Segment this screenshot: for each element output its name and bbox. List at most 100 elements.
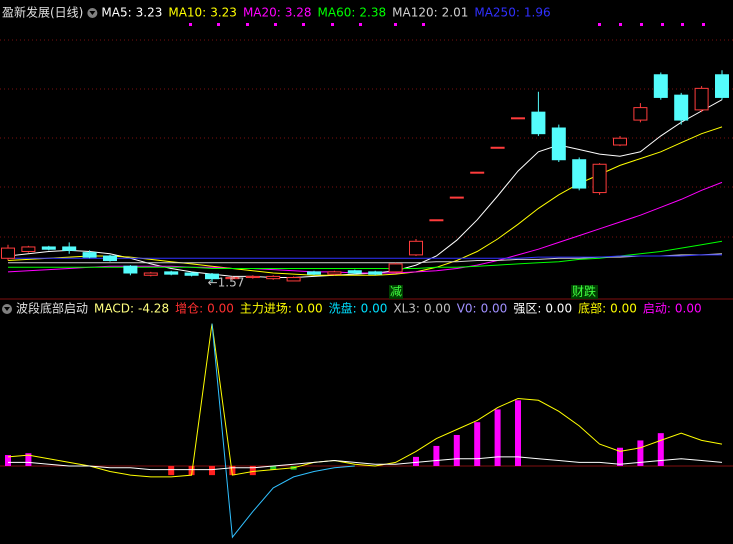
- indicator-bar: [515, 400, 521, 466]
- legend-name: MA250:: [474, 6, 520, 20]
- candle-body: [347, 270, 362, 274]
- signal-dot: [661, 23, 664, 26]
- ma-line: [8, 254, 722, 259]
- legend-name: 洗盘:: [329, 301, 357, 316]
- candle-body: [388, 263, 403, 273]
- legend-name: XL3:: [393, 302, 420, 316]
- signal-dots: [189, 23, 705, 26]
- legend-name: V0:: [457, 302, 477, 316]
- legend-value: 3.23: [210, 6, 237, 20]
- legend-value: 3.28: [285, 6, 312, 20]
- indicator-bar: [188, 466, 195, 476]
- signal-dot: [598, 23, 601, 26]
- signal-dot: [274, 23, 277, 26]
- indicator-bar: [494, 409, 501, 466]
- legend-name: 强区:: [513, 302, 541, 316]
- event-label: 财跌: [572, 284, 596, 299]
- signal-dot: [422, 23, 425, 26]
- menu-arrow: [4, 307, 10, 311]
- indicator-bar: [474, 422, 481, 466]
- sub-legend: 波段底部启动 MACD: -4.28 增仓: 0.00 主力进场: 0.00 洗盘: 0.00 X…: [2, 301, 702, 316]
- candle-body: [41, 246, 56, 250]
- indicator-bar: [657, 433, 664, 466]
- candle-body: [613, 137, 627, 146]
- legend-value: 0.00: [675, 302, 702, 316]
- candle-body: [245, 275, 260, 279]
- legend-name: 底部:: [578, 301, 606, 316]
- candle-body: [551, 127, 566, 161]
- legend-name: MACD:: [94, 302, 134, 316]
- signal-dot: [302, 23, 305, 26]
- legend-name: 主力进场:: [240, 302, 292, 316]
- candle-body: [653, 74, 668, 98]
- candle-body: [143, 272, 158, 276]
- candle-body: [674, 94, 689, 121]
- indicator-bar: [229, 466, 236, 476]
- candle-body: [225, 277, 240, 280]
- indicator-bar: [637, 440, 644, 466]
- main-panel: [1, 70, 729, 283]
- candle-body: [327, 271, 342, 275]
- event-badge: [571, 285, 598, 299]
- signal-dot: [681, 23, 684, 26]
- candle-body: [82, 252, 97, 258]
- legend-value: -4.28: [138, 302, 169, 316]
- indicator-bar: [168, 466, 175, 476]
- legend-value: 0.00: [296, 302, 323, 316]
- candle-body: [266, 275, 281, 280]
- legend-value: 3.23: [136, 6, 163, 20]
- candle-body: [511, 117, 525, 120]
- candle-body: [409, 240, 423, 256]
- signal-dot: [246, 23, 249, 26]
- candle-body: [103, 255, 117, 262]
- ma-line: [7, 99, 723, 278]
- indicator-bar: [453, 434, 460, 466]
- candle-body: [490, 146, 505, 149]
- signal-dot: [359, 23, 362, 26]
- legend-value: 0.00: [481, 302, 508, 316]
- signal-dot: [619, 23, 622, 26]
- legend-name: MA20:: [243, 6, 281, 20]
- candle-body: [449, 196, 464, 199]
- menu-arrow: [89, 11, 96, 15]
- candle-body: [470, 171, 485, 174]
- legend-name: MA5:: [101, 6, 131, 20]
- legend-value: 2.38: [359, 6, 386, 20]
- legend-value: 0.00: [207, 302, 234, 316]
- candle-body: [1, 247, 15, 259]
- low-price-label: ←1.57: [208, 276, 245, 290]
- signal-dot: [331, 23, 334, 26]
- signal-dot: [640, 23, 643, 26]
- candle-body: [694, 87, 709, 111]
- indicator-line: [7, 323, 723, 478]
- indicator-bar: [249, 466, 256, 476]
- signal-dot: [189, 23, 192, 26]
- indicator-bar: [433, 445, 440, 466]
- panel-title: 盈新发展(日线): [2, 5, 83, 20]
- indicator-line: [211, 323, 355, 539]
- candle-body: [164, 271, 179, 275]
- legend-name: MA120:: [392, 6, 438, 20]
- signal-dot: [702, 23, 705, 26]
- indicator-bar: [270, 466, 277, 470]
- candle-body: [62, 246, 77, 251]
- candle-body: [205, 273, 219, 280]
- indicator-line: [8, 456, 723, 471]
- indicator-bar: [413, 456, 419, 466]
- indicator-bar: [209, 466, 215, 476]
- signal-dot: [217, 23, 220, 26]
- legend-value: 0.00: [361, 302, 388, 316]
- legend-name: 启动:: [643, 302, 671, 316]
- main-legend: 盈新发展(日线) MA5: 3.23 MA10: 3.23 MA20: 3.28 MA60: 2…: [2, 5, 551, 20]
- legend-value: 1.96: [524, 6, 551, 20]
- legend-value: 0.00: [424, 302, 451, 316]
- indicator-bar: [25, 453, 32, 466]
- legend-name: MA60:: [318, 6, 356, 20]
- candle-body: [592, 163, 607, 194]
- candle-body: [572, 159, 587, 189]
- signal-dot: [394, 23, 397, 26]
- legend-name: MA10:: [168, 6, 206, 20]
